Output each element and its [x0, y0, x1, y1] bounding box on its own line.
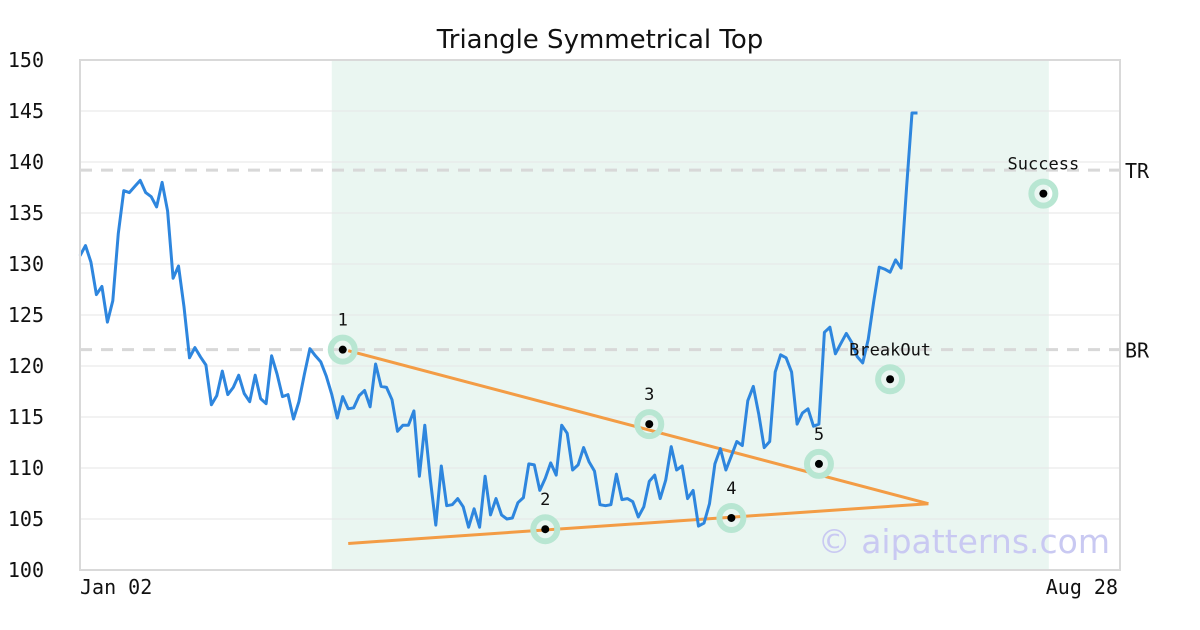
annotation-marker-dot	[338, 345, 347, 354]
triangle-trendline	[348, 502, 929, 545]
annotation-marker-ring	[1028, 178, 1059, 209]
annotation-2: 2	[530, 490, 561, 545]
x-tick-start: Jan 02	[80, 575, 152, 599]
annotation-4: 4	[716, 479, 747, 533]
annotation-marker-dot	[886, 375, 895, 384]
chart-title: Triangle Symmetrical Top	[436, 25, 764, 55]
annotation-marker-ring	[716, 502, 747, 533]
annotation-marker-ring	[875, 364, 906, 395]
reference-lines: TR BR	[80, 159, 1150, 363]
annotation-marker-ring	[803, 448, 834, 479]
annotation-label: 4	[726, 479, 736, 499]
annotation-marker-dot	[645, 420, 654, 429]
annotation-label: Success	[1008, 155, 1080, 175]
annotation-marker-dot	[727, 513, 736, 522]
annotation-marker-ring	[327, 334, 358, 365]
pattern-annotations: 1 2 3 4 5 BreakOut Success	[327, 155, 1080, 545]
y-tick-label: 100	[8, 558, 44, 582]
y-tick-label: 130	[8, 252, 44, 276]
x-tick-end: Aug 28	[1046, 575, 1118, 599]
y-tick-label: 150	[8, 48, 44, 72]
reference-label-br: BR	[1125, 339, 1150, 363]
plot-frame	[79, 59, 1121, 571]
y-tick-label: 120	[8, 354, 44, 378]
annotation-1: 1	[327, 311, 358, 365]
reference-label-tr: TR	[1125, 159, 1150, 183]
y-tick-label: 105	[8, 507, 44, 531]
y-tick-label: 145	[8, 99, 44, 123]
y-axis-ticks: 150 145 140 135 130 125 120 115 110 105 100	[8, 48, 44, 582]
annotation-marker-ring	[634, 409, 665, 440]
annotation-3: 3	[634, 385, 665, 440]
annotation-label: 2	[540, 490, 550, 510]
annotation-success: Success	[1008, 155, 1080, 209]
annotation-label: 5	[814, 425, 824, 445]
price-series-line	[78, 111, 918, 529]
watermark: © aipatterns.com	[818, 522, 1110, 561]
y-tick-label: 125	[8, 303, 44, 327]
annotation-marker-dot	[541, 525, 550, 534]
annotation-breakout: BreakOut	[849, 340, 931, 395]
y-tick-label: 115	[8, 405, 44, 429]
annotation-label: 1	[338, 311, 348, 331]
annotation-marker-dot	[1039, 189, 1048, 198]
annotation-label: 3	[644, 385, 654, 405]
annotation-label: BreakOut	[849, 340, 931, 360]
y-tick-label: 140	[8, 150, 44, 174]
annotation-5: 5	[803, 425, 834, 479]
y-tick-label: 110	[8, 456, 44, 480]
annotation-marker-dot	[814, 459, 823, 468]
annotation-marker-ring	[530, 514, 561, 545]
y-tick-label: 135	[8, 201, 44, 225]
